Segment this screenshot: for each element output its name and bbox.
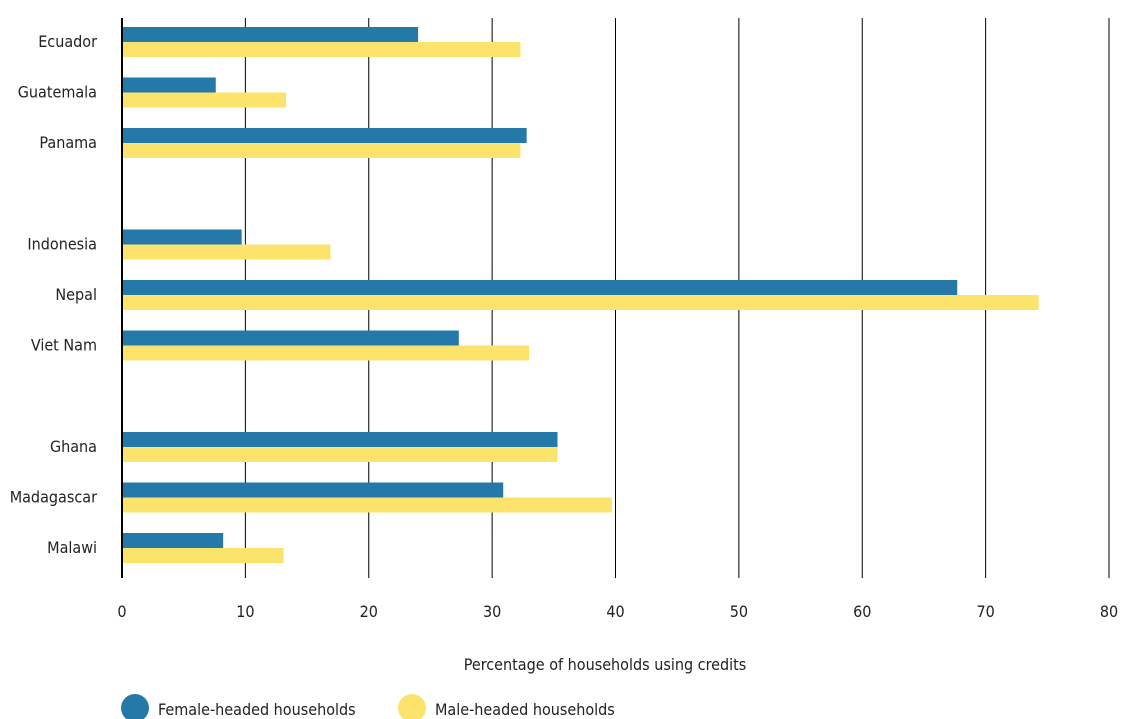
x-tick-label: 80 (1100, 602, 1118, 621)
bar-male (122, 295, 1039, 310)
legend-label: Female-headed households (158, 700, 356, 719)
x-tick-label: 70 (976, 602, 994, 621)
bar-female (122, 330, 459, 346)
legend-swatch (398, 694, 426, 719)
bar-male (122, 244, 331, 260)
bar-male (122, 345, 530, 361)
x-tick-label: 30 (483, 602, 501, 621)
bar-male (122, 143, 521, 158)
x-tick-label: 50 (730, 602, 748, 621)
bar-female (122, 432, 558, 447)
bar-female (122, 482, 504, 498)
x-tick-label: 10 (236, 602, 254, 621)
legend-swatch (121, 694, 149, 719)
category-label: Madagascar (10, 488, 97, 507)
bar-female (122, 77, 216, 93)
x-axis-title: Percentage of households using credits (464, 655, 747, 674)
category-label: Nepal (55, 285, 97, 304)
bar-female (122, 280, 958, 295)
bar-male (122, 42, 521, 57)
category-label: Viet Nam (31, 336, 97, 355)
bar-male (122, 548, 284, 563)
bar-female (122, 27, 419, 42)
x-tick-label: 20 (360, 602, 378, 621)
x-tick-label: 40 (606, 602, 624, 621)
bars (122, 27, 1039, 563)
bar-female (122, 128, 527, 143)
bar-male (122, 92, 287, 108)
x-tick-label: 0 (117, 602, 126, 621)
bar-female (122, 533, 224, 548)
legend: Female-headed households Male-headed hous… (121, 694, 615, 719)
category-labels: Ecuador Guatemala Panama Indonesia Nepal Viet… (10, 32, 97, 557)
category-label: Indonesia (27, 235, 97, 254)
bar-female (122, 229, 242, 245)
bar-male (122, 447, 558, 462)
category-label: Malawi (47, 538, 97, 557)
bar-male (122, 497, 612, 513)
category-label: Panama (39, 133, 97, 152)
x-tick-labels: 0 10 20 30 40 50 60 70 80 (117, 602, 1118, 621)
legend-label: Male-headed households (435, 700, 615, 719)
category-label: Ghana (50, 437, 97, 456)
category-label: Guatemala (18, 83, 97, 102)
category-label: Ecuador (38, 32, 97, 51)
x-tick-label: 60 (853, 602, 871, 621)
